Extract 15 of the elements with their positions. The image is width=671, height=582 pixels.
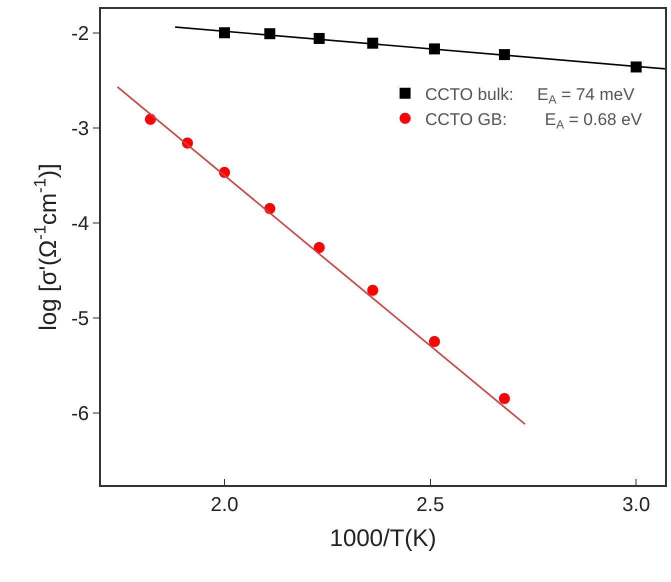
legend-label: CCTO bulk: E$_{A}$ = 74 meV (425, 84, 636, 106)
y-tick-label: -2 (71, 22, 89, 45)
point (367, 284, 378, 296)
y-tick-label: -6 (71, 402, 89, 425)
point (498, 393, 510, 404)
x-tick-label: 2.5 (416, 494, 444, 516)
point (314, 242, 325, 253)
point (428, 336, 440, 348)
x-tick-label: 2.0 (210, 494, 238, 516)
legend-label: CCTO GB: E$_{A}$ = 0.68 eV (425, 110, 643, 132)
x-tick-label: 3.0 (622, 494, 650, 516)
y-tick-label: -3 (71, 118, 89, 140)
x-axis-title: 1000/T(K) (330, 524, 436, 552)
y-tick-label: -4 (71, 212, 89, 235)
y-tick-label: -5 (71, 308, 89, 330)
